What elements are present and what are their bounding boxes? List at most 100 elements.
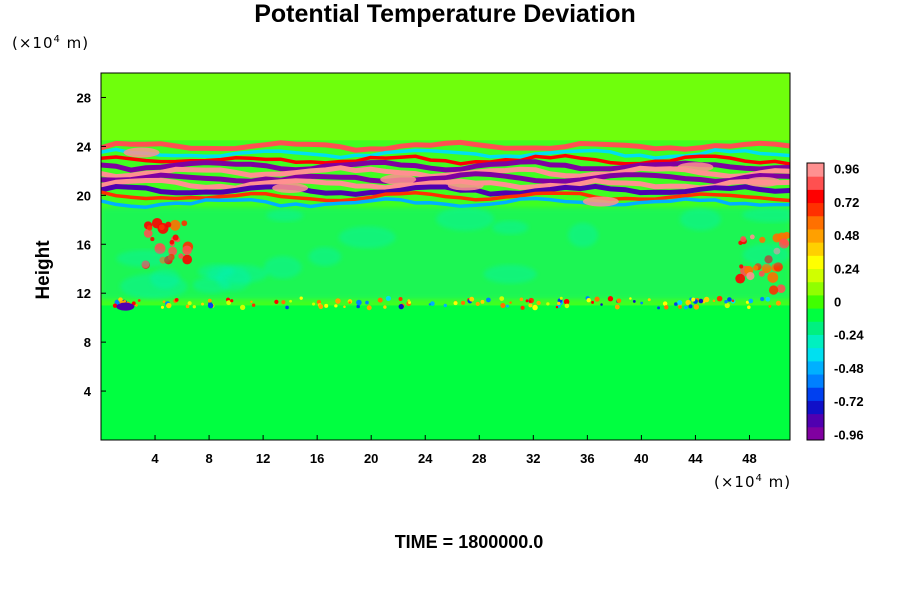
y-tick-label-0: 4: [84, 384, 92, 399]
tropopause-speck-62: [192, 305, 196, 309]
tropopause-speck-98: [731, 299, 735, 303]
tropopause-speck-60: [366, 305, 372, 311]
colorbar-swatch-7: [807, 334, 824, 349]
plume-1-blob-13: [776, 284, 786, 294]
tropopause-speck-47: [160, 305, 165, 309]
x-tick-label-1: 8: [205, 451, 212, 466]
tropopause-speck-37: [563, 298, 570, 305]
tropopause-speck-100: [632, 299, 636, 303]
tropopause-speck-83: [765, 296, 771, 302]
colorbar-swatch-6: [807, 347, 824, 362]
colorbar: 0.96 0.72 0.48 0.24 0 -0.24 -0.48 -0.72 -0.96: [806, 162, 864, 442]
tropopause-speck-76: [348, 301, 351, 304]
x-tick-label-3: 16: [310, 451, 324, 466]
tropopause-speck-122: [207, 298, 212, 303]
mid-wisp-6: [266, 209, 304, 222]
tropopause-speck-10: [162, 300, 166, 304]
plume-1-blob-12: [746, 271, 755, 281]
colorbar-swatch-1: [807, 413, 824, 428]
tropopause-speck-69: [324, 303, 329, 308]
y-tick-label-3: 16: [77, 237, 91, 252]
x-tick-label-10: 44: [688, 451, 703, 466]
band-blob-1: [272, 182, 309, 193]
tropopause-speck-110: [112, 303, 118, 308]
plume-1-blob-25: [778, 238, 790, 249]
plume-0-blob-19: [146, 225, 153, 231]
colorbar-label-2: 0.48: [834, 228, 859, 243]
tropopause-speck-65: [312, 302, 316, 306]
mid-wisp-7: [116, 249, 173, 267]
time-label: TIME = 1800000.0: [394, 532, 544, 552]
y-tick-label-1: 8: [84, 335, 91, 350]
tropopause-speck-25: [678, 305, 682, 309]
tropopause-speck-0: [647, 298, 651, 302]
tropopause-speck-42: [187, 301, 192, 306]
y-axis-unit: (×104 m): [12, 34, 89, 52]
tropopause-speck-131: [557, 301, 561, 306]
tropopause-speck-87: [559, 296, 563, 300]
tropopause-speck-46: [289, 299, 292, 303]
tropopause-speck-66: [528, 300, 532, 303]
plume-1-blob-19: [752, 265, 759, 271]
band-blob-2: [380, 174, 417, 185]
tropopause-speck-90: [334, 304, 338, 308]
tropopause-speck-97: [343, 305, 346, 309]
x-tick-label-7: 32: [526, 451, 540, 466]
tropopause-speck-18: [499, 296, 505, 301]
tropopause-speck-72: [201, 302, 204, 306]
colorbar-frame: [806, 162, 825, 441]
band-stripe-9: [101, 196, 790, 209]
colorbar-swatch-13: [807, 255, 824, 270]
tropopause-speck-36: [614, 304, 620, 310]
plume-0-blob-14: [150, 237, 155, 242]
tropopause-speck-134: [281, 300, 286, 305]
plume-0-blob-10: [182, 254, 193, 265]
plume-0-blob-20: [169, 239, 175, 245]
mid-wisp-11: [338, 226, 396, 249]
x-tick-label-2: 12: [256, 451, 270, 466]
tropopause-speck-54: [430, 301, 435, 306]
tropopause-speck-95: [134, 303, 138, 307]
tropopause-speck-50: [475, 301, 480, 307]
tropopause-speck-80: [674, 302, 678, 306]
colorbar-swatch-5: [807, 360, 824, 375]
upper-layer: [101, 73, 790, 141]
x-tick-label-4: 20: [364, 451, 378, 466]
tropopause-speck-93: [528, 303, 533, 308]
plume-0-blob-21: [182, 245, 192, 256]
y-tick-label-4: 20: [77, 188, 91, 203]
colorbar-label-0: 0.96: [834, 162, 859, 177]
tropopause-speck-115: [724, 299, 728, 304]
tropopause-speck-35: [586, 297, 591, 303]
tropopause-speck-39: [335, 298, 341, 304]
tropopause-speck-86: [600, 303, 603, 306]
plume-1-blob-15: [759, 236, 766, 244]
colorbar-swatch-14: [807, 242, 824, 256]
mid-wisp-17: [198, 264, 235, 280]
plume-0-blob-9: [168, 246, 178, 256]
x-axis: 4 8 12 16 20 24 28 32 36 40 44 48: [151, 435, 757, 466]
tropopause-speck-61: [664, 305, 669, 310]
tropopause-speck-55: [520, 305, 525, 310]
mid-wisp-16: [436, 207, 494, 231]
y-axis: 4 8 12 16 20 24 28: [77, 90, 106, 399]
mid-wisp-8: [567, 222, 599, 248]
mid-wisp-5: [742, 243, 790, 266]
tropopause-speck-108: [698, 298, 704, 304]
x-tick-label-6: 28: [472, 451, 486, 466]
mid-wisp-4: [742, 207, 790, 223]
colorbar-swatch-0: [807, 426, 824, 441]
tropopause-speck-70: [768, 304, 772, 308]
colorbar-swatch-10: [807, 294, 824, 309]
band-blob-4: [582, 196, 619, 207]
tropopause-speck-79: [486, 297, 491, 303]
tropopause-speck-9: [185, 304, 190, 309]
tropopause-speck-51: [703, 296, 710, 303]
band-stripe-7: [101, 183, 790, 197]
band-blob-6: [744, 176, 781, 187]
colorbar-swatch-9: [807, 308, 824, 322]
tropopause-speck-89: [684, 305, 688, 310]
tropopause-speck-45: [594, 296, 600, 302]
x-unit-exponent: 4: [755, 473, 763, 484]
plume-0-blob-23: [165, 221, 172, 228]
